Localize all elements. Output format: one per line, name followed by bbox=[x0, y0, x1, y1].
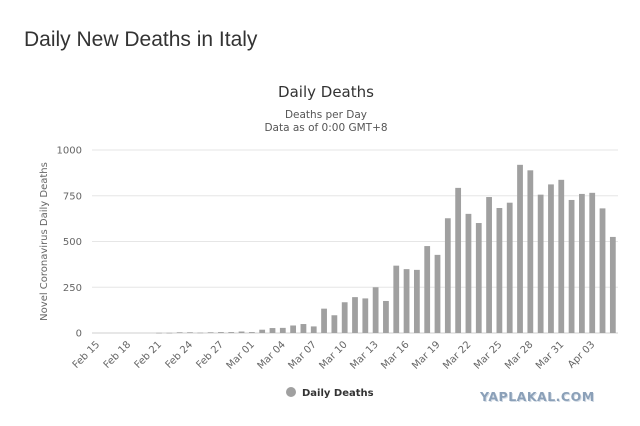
bar bbox=[434, 254, 441, 333]
page-title: Daily New Deaths in Italy bbox=[24, 28, 258, 51]
y-axis-title: Novel Coronavirus Daily Deaths bbox=[39, 162, 50, 321]
bar bbox=[579, 193, 585, 333]
bar bbox=[589, 192, 596, 333]
x-tick-label: Mar 04 bbox=[256, 339, 288, 371]
bar bbox=[424, 246, 431, 333]
bar bbox=[362, 298, 369, 333]
bar bbox=[352, 297, 358, 333]
bar bbox=[372, 287, 379, 333]
bar bbox=[187, 332, 193, 333]
x-tick-label: Mar 10 bbox=[317, 339, 349, 371]
bar bbox=[207, 332, 214, 333]
bar bbox=[331, 315, 338, 333]
x-tick-label: Mar 31 bbox=[534, 339, 566, 371]
bar bbox=[300, 324, 307, 333]
bar bbox=[568, 199, 575, 333]
bar bbox=[259, 329, 266, 333]
chart-title: Daily Deaths bbox=[278, 83, 374, 101]
bar bbox=[517, 164, 523, 333]
y-tick-label: 750 bbox=[63, 191, 82, 202]
x-tick-label: Feb 21 bbox=[133, 339, 165, 371]
y-tick-label: 0 bbox=[76, 329, 82, 340]
x-tick-label: Mar 01 bbox=[225, 339, 257, 371]
bar bbox=[486, 197, 492, 333]
bar bbox=[176, 332, 183, 333]
watermark: YAPLAKAL.COM bbox=[480, 389, 595, 404]
y-tick-label: 1000 bbox=[57, 146, 82, 157]
y-tick-label: 500 bbox=[63, 237, 82, 248]
bar bbox=[506, 202, 513, 333]
legend-marker bbox=[286, 387, 296, 397]
bar bbox=[383, 300, 389, 333]
bar bbox=[475, 223, 482, 333]
x-tick-label: Mar 19 bbox=[410, 339, 442, 371]
bar bbox=[609, 236, 616, 333]
chart-subtitle-line-1: Deaths per Day bbox=[284, 109, 368, 121]
bar bbox=[527, 170, 534, 333]
bar bbox=[218, 332, 224, 333]
bar bbox=[156, 332, 162, 334]
bar bbox=[279, 327, 286, 333]
bar bbox=[238, 331, 245, 333]
x-tick-label: Apr 03 bbox=[566, 339, 597, 370]
x-tick-label: Mar 16 bbox=[379, 339, 411, 371]
bar bbox=[228, 332, 235, 333]
bar bbox=[166, 332, 173, 334]
bar bbox=[455, 187, 462, 333]
bar bbox=[341, 302, 348, 333]
bar bbox=[248, 332, 255, 333]
bar bbox=[310, 326, 317, 333]
legend-label: Daily Deaths bbox=[302, 388, 374, 399]
x-tick-label: Mar 13 bbox=[348, 339, 380, 371]
x-tick-label: Mar 22 bbox=[441, 339, 473, 371]
bar bbox=[393, 265, 400, 333]
bar bbox=[496, 208, 503, 333]
bar bbox=[413, 269, 420, 333]
bar bbox=[444, 218, 451, 333]
bar bbox=[321, 308, 327, 333]
bar bbox=[290, 325, 297, 333]
bar bbox=[465, 213, 472, 333]
bar bbox=[558, 179, 565, 333]
y-tick-label: 250 bbox=[63, 283, 82, 294]
bar bbox=[537, 194, 544, 333]
x-tick-label: Mar 07 bbox=[286, 339, 318, 371]
chart-subtitle-line-2: Data as of 0:00 GMT+8 bbox=[264, 122, 388, 134]
bar bbox=[599, 208, 606, 333]
bar bbox=[403, 269, 410, 333]
bar bbox=[197, 332, 204, 334]
bar bbox=[269, 328, 276, 333]
x-tick-label: Feb 24 bbox=[164, 339, 196, 371]
x-tick-label: Feb 18 bbox=[102, 339, 134, 371]
bar bbox=[548, 184, 554, 333]
chart-subtitle: Deaths per Day Data as of 0:00 GMT+8 bbox=[0, 109, 640, 135]
x-tick-label: Mar 28 bbox=[503, 339, 535, 371]
x-tick-label: Feb 27 bbox=[194, 339, 226, 371]
x-tick-label: Mar 25 bbox=[472, 339, 504, 371]
x-tick-label: Feb 15 bbox=[71, 339, 103, 371]
